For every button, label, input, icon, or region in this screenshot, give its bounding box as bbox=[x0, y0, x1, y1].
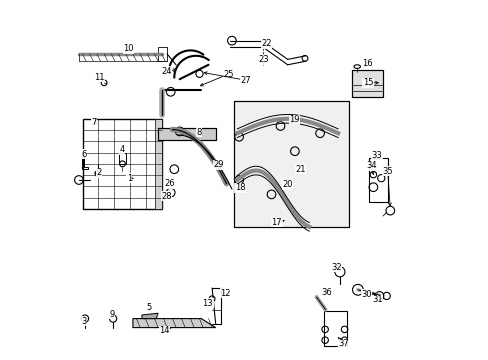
Text: 33: 33 bbox=[371, 151, 382, 160]
Text: 35: 35 bbox=[382, 167, 392, 176]
Text: 22: 22 bbox=[261, 40, 271, 49]
Text: 10: 10 bbox=[123, 44, 134, 53]
Text: 34: 34 bbox=[366, 161, 376, 170]
Bar bbox=[323, 311, 346, 346]
Text: 17: 17 bbox=[271, 218, 282, 227]
Text: 29: 29 bbox=[213, 161, 223, 170]
Text: 14: 14 bbox=[159, 326, 169, 335]
Text: 2: 2 bbox=[96, 168, 102, 177]
Text: 36: 36 bbox=[320, 288, 331, 297]
Text: 30: 30 bbox=[361, 289, 371, 299]
Bar bbox=[82, 119, 162, 209]
Text: 37: 37 bbox=[337, 339, 348, 348]
Text: 8: 8 bbox=[196, 128, 201, 137]
Bar bbox=[352, 70, 382, 97]
Text: 21: 21 bbox=[294, 165, 305, 174]
Bar bbox=[233, 101, 348, 227]
Text: 31: 31 bbox=[372, 295, 382, 304]
Bar bbox=[158, 128, 215, 140]
Text: 23: 23 bbox=[258, 55, 268, 64]
Text: 9: 9 bbox=[109, 310, 114, 319]
Bar bbox=[233, 101, 348, 227]
Bar bbox=[155, 119, 162, 209]
Text: 15: 15 bbox=[362, 78, 372, 87]
Text: 11: 11 bbox=[94, 73, 104, 82]
Text: 19: 19 bbox=[288, 115, 299, 125]
Text: 16: 16 bbox=[362, 59, 372, 68]
Text: 28: 28 bbox=[161, 192, 171, 201]
Polygon shape bbox=[133, 319, 215, 328]
Text: 5: 5 bbox=[146, 303, 151, 312]
Text: 27: 27 bbox=[240, 76, 251, 85]
Text: 20: 20 bbox=[282, 180, 292, 189]
Text: 32: 32 bbox=[331, 263, 341, 272]
Bar bbox=[368, 158, 387, 202]
Text: 13: 13 bbox=[202, 299, 213, 307]
Text: 1: 1 bbox=[126, 174, 132, 183]
Text: 18: 18 bbox=[234, 184, 245, 193]
Text: 12: 12 bbox=[220, 289, 230, 298]
Polygon shape bbox=[142, 313, 158, 319]
Text: 6: 6 bbox=[81, 150, 86, 159]
Text: 3: 3 bbox=[81, 317, 86, 325]
Bar bbox=[158, 47, 167, 61]
Text: 26: 26 bbox=[164, 179, 175, 188]
Text: 7: 7 bbox=[91, 118, 97, 127]
Text: 24: 24 bbox=[161, 67, 171, 76]
Text: 25: 25 bbox=[223, 70, 233, 79]
Text: 4: 4 bbox=[119, 145, 124, 154]
Bar bbox=[352, 70, 382, 97]
Bar bbox=[118, 153, 126, 164]
Bar bbox=[158, 128, 215, 140]
